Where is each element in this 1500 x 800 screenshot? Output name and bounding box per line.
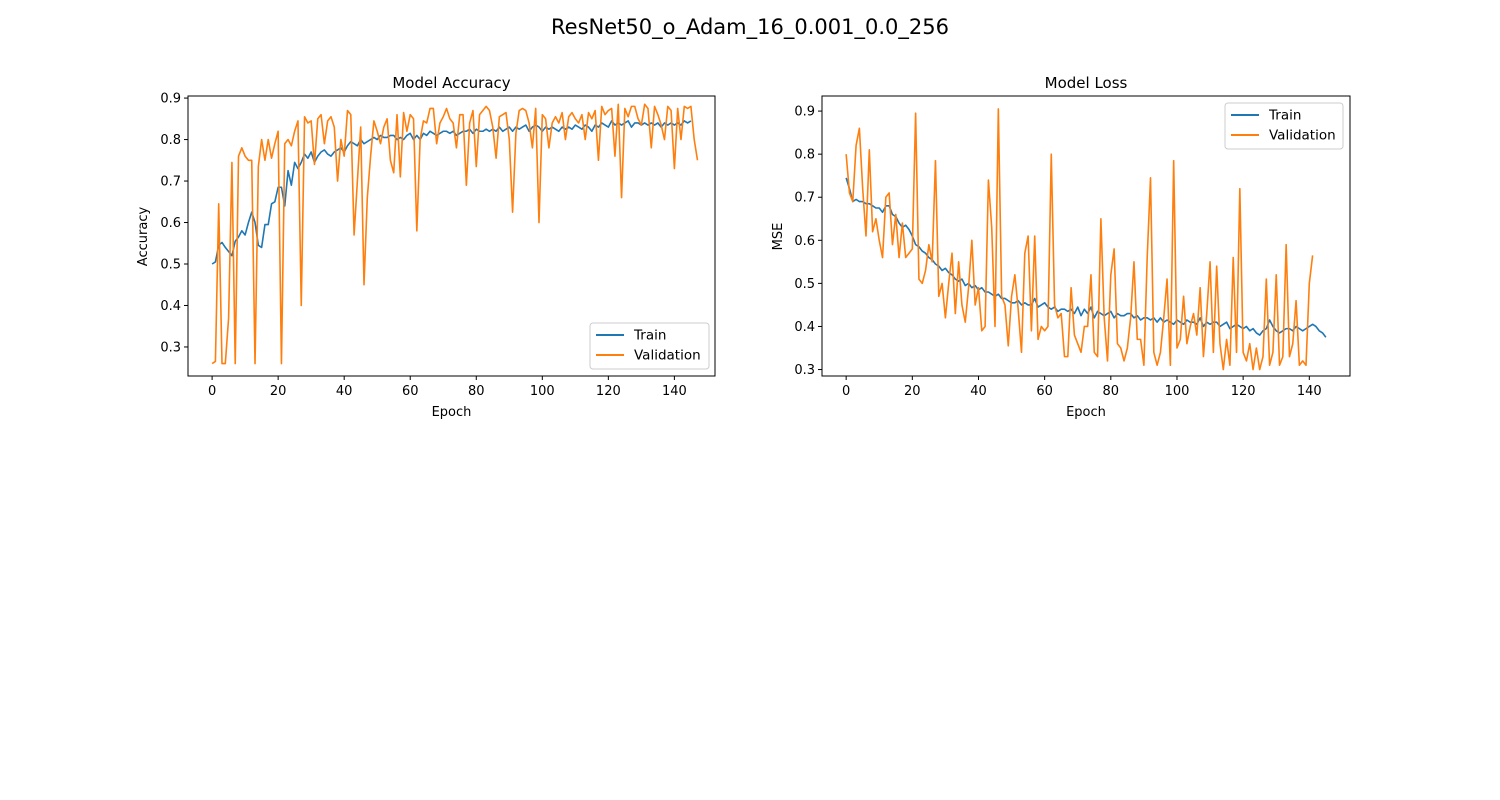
loss-xtick-label: 0 (842, 384, 850, 399)
accuracy-ytick-label: 0.4 (160, 299, 181, 314)
accuracy-xtick-label: 20 (270, 384, 287, 399)
loss-legend: Train Validation (1224, 102, 1344, 150)
accuracy-ytick-label: 0.8 (160, 133, 181, 148)
loss-ytick-label: 0.4 (794, 320, 815, 335)
accuracy-title: Model Accuracy (392, 74, 510, 92)
accuracy-xtick-label: 120 (596, 384, 621, 399)
accuracy-axes-frame (187, 95, 716, 377)
loss-ytick-label: 0.3 (794, 363, 815, 378)
accuracy-xtick-label: 100 (530, 384, 555, 399)
loss-ytick-label: 0.8 (794, 148, 815, 163)
loss-title: Model Loss (1045, 74, 1128, 92)
loss-ytick-label: 0.6 (794, 234, 815, 249)
accuracy-validation-line (211, 103, 699, 365)
accuracy-ylabel: Accuracy (136, 207, 151, 267)
accuracy-ytick-label: 0.5 (160, 258, 181, 273)
accuracy-xtick-label: 0 (208, 384, 216, 399)
figure-title: ResNet50_o_Adam_16_0.001_0.0_256 (551, 15, 949, 40)
accuracy-train-line (211, 120, 692, 265)
loss-ylabel: MSE (771, 223, 786, 251)
loss-xtick-label: 100 (1165, 384, 1190, 399)
loss-axes-frame (821, 95, 1351, 377)
accuracy-xtick-label: 60 (402, 384, 419, 399)
loss-validation-line (845, 108, 1314, 371)
loss-xlabel: Epoch (1066, 405, 1106, 420)
accuracy-ytick-label: 0.7 (160, 175, 181, 190)
loss-legend-label-train: Train (1268, 108, 1301, 124)
accuracy-ytick-label: 0.9 (160, 92, 181, 107)
loss-ytick-label: 0.7 (794, 191, 815, 206)
loss-subplot: Model Loss Epoch MSE 0 20 40 60 80 100 120 140 0… (771, 74, 1351, 420)
accuracy-xtick-label: 80 (468, 384, 485, 399)
accuracy-xlabel: Epoch (432, 405, 472, 420)
loss-xtick-label: 40 (970, 384, 987, 399)
loss-xtick-label: 120 (1231, 384, 1256, 399)
loss-ytick-label: 0.9 (794, 105, 815, 120)
accuracy-legend-label-train: Train (633, 328, 666, 344)
accuracy-legend-label-validation: Validation (634, 348, 701, 364)
loss-train-line (845, 177, 1327, 338)
loss-xtick-label: 20 (904, 384, 921, 399)
loss-xtick-label: 80 (1103, 384, 1120, 399)
accuracy-ytick-label: 0.6 (160, 216, 181, 231)
loss-xtick-label: 140 (1297, 384, 1322, 399)
accuracy-xtick-label: 140 (662, 384, 687, 399)
loss-ytick-label: 0.5 (794, 277, 815, 292)
loss-legend-label-validation: Validation (1269, 128, 1336, 144)
accuracy-legend: Train Validation (589, 322, 710, 370)
accuracy-xtick-label: 40 (336, 384, 353, 399)
loss-xtick-label: 60 (1036, 384, 1053, 399)
accuracy-subplot: Model Accuracy Epoch Accuracy 0 20 40 60 80 1… (136, 74, 716, 420)
accuracy-ytick-label: 0.3 (160, 340, 181, 355)
